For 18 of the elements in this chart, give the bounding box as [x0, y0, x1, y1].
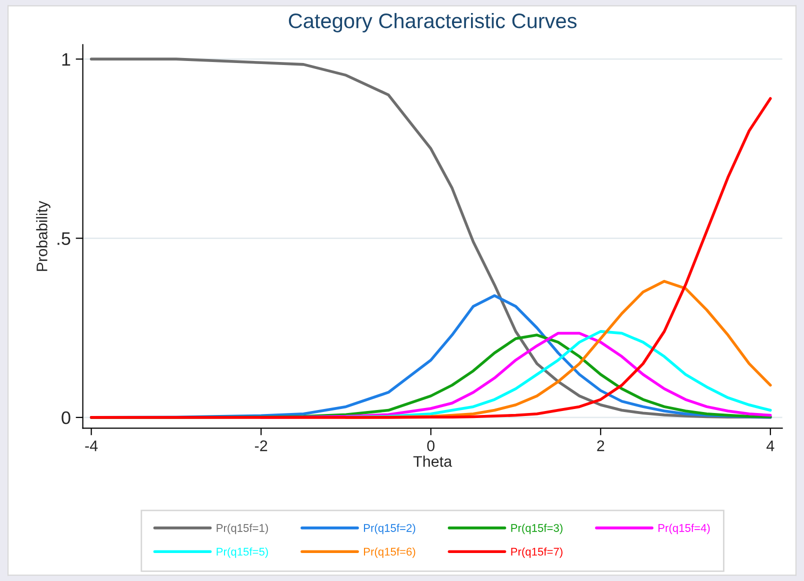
y-tick-label: 0 — [62, 411, 70, 424]
text: Pr(q15f=4) — [658, 524, 710, 534]
text: Pr(q15f=6) — [364, 547, 416, 558]
x-tick-label: 4 — [766, 440, 774, 452]
y-axis-title: Probability — [36, 200, 50, 271]
text: Pr(q15f=5) — [216, 547, 268, 558]
chart-title: Category Characteristic Curves — [288, 12, 577, 32]
y-tick-label: .5 — [58, 232, 70, 245]
text: Pr(q15f=1) — [216, 524, 268, 534]
y-tick-label: 1 — [62, 53, 70, 66]
x-tick-label: -2 — [254, 440, 268, 452]
x-tick-label: 2 — [597, 440, 604, 452]
x-tick-label: -4 — [85, 440, 98, 452]
text: Pr(q15f=2) — [364, 524, 416, 534]
x-tick-label: 0 — [427, 440, 435, 452]
x-axis-title: Theta — [413, 456, 452, 467]
text: Pr(q15f=7) — [511, 547, 562, 558]
text: Pr(q15f=3) — [511, 524, 562, 534]
